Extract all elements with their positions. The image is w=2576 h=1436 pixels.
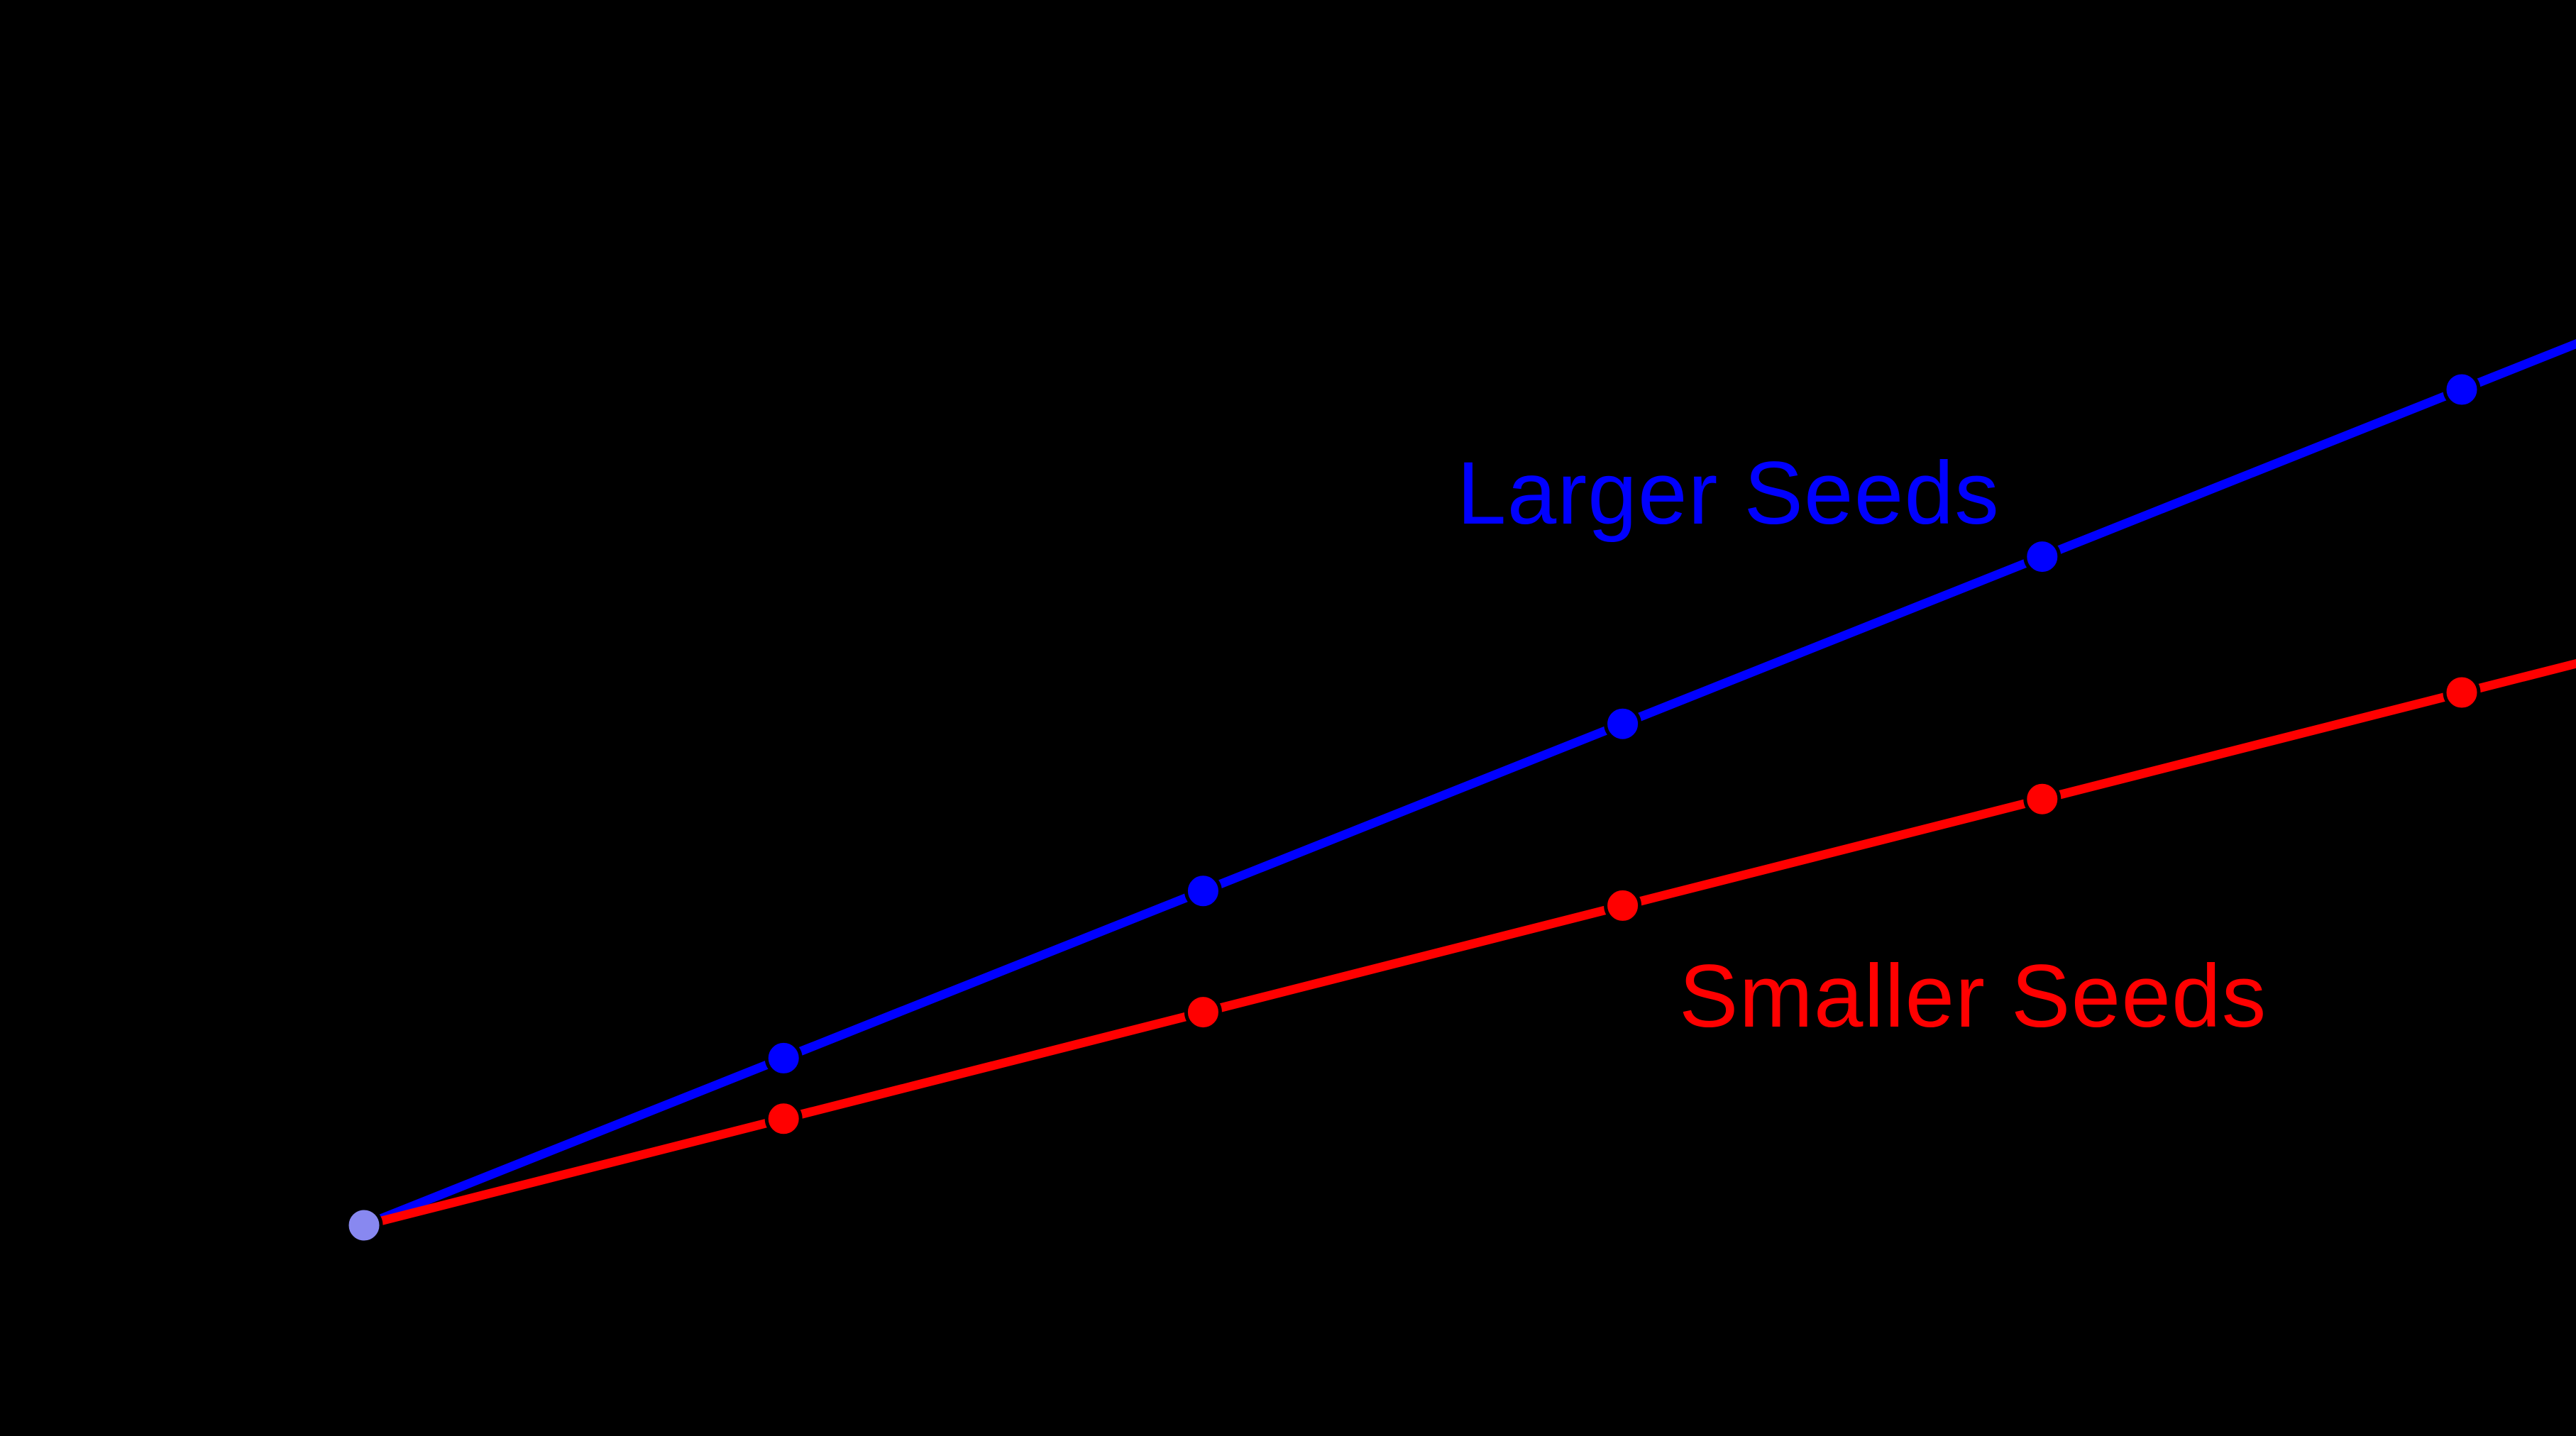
svg-text:Smaller Seeds: Smaller Seeds [1679,947,2267,1046]
svg-text:Larger Seeds: Larger Seeds [1457,444,2000,543]
